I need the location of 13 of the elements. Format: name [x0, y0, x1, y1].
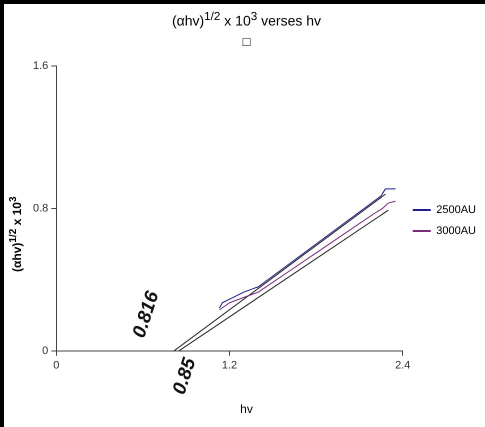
chart-title: (αhv)$^{1/2}$ x 10$^{3}$ verses hv — [170, 10, 322, 29]
x-tick-label: 2.4 — [395, 359, 410, 372]
x-tick-label: 1.2 — [222, 359, 238, 372]
legend-label: 2500AU — [436, 204, 476, 216]
x-tick-label: 0 — [53, 359, 60, 372]
legend-label: 3000AU — [436, 225, 476, 238]
annotation: 0.816 — [128, 288, 164, 340]
y-tick-label: 0 — [42, 344, 48, 357]
y-tick-label: 0.8 — [32, 202, 48, 214]
x-axis-title: hv — [239, 402, 254, 416]
chart-subtitle: □ — [242, 34, 252, 49]
annotation: 0.85 — [168, 355, 200, 398]
y-tick-label: 1.6 — [32, 60, 48, 72]
